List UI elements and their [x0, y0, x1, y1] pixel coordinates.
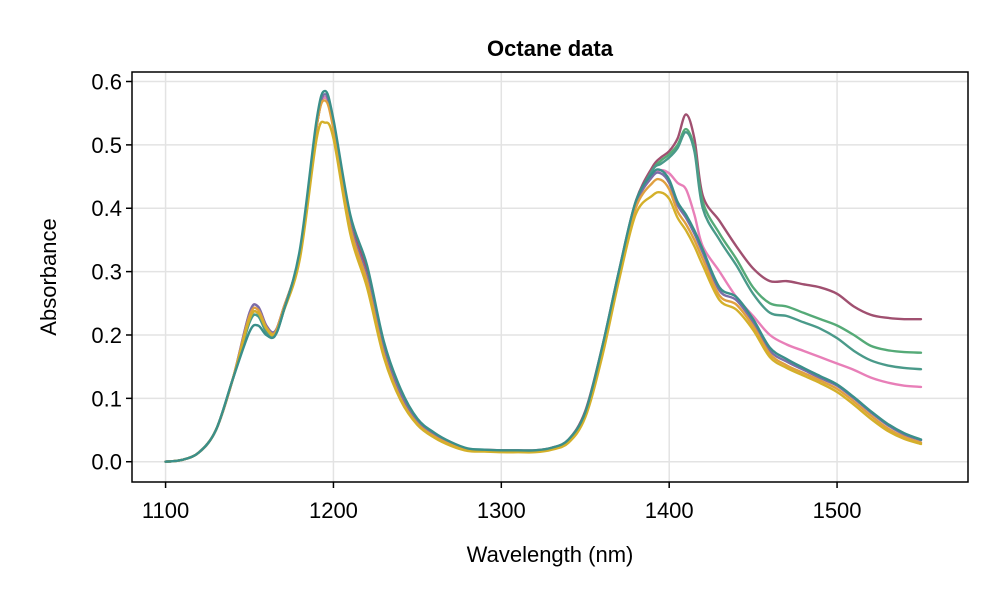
x-tick-label: 1200: [309, 498, 358, 523]
x-tick-label: 1300: [477, 498, 526, 523]
y-tick-label: 0.3: [91, 260, 122, 285]
x-tick-label: 1100: [142, 498, 189, 523]
x-axis-title: Wavelength (nm): [467, 542, 634, 567]
x-tick-label: 1400: [645, 498, 694, 523]
x-tick-label: 1500: [813, 498, 862, 523]
series-line-8: [164, 89, 923, 463]
y-tick-label: 0.4: [91, 196, 122, 221]
chart-title: Octane data: [487, 36, 614, 61]
y-tick-label: 0.0: [91, 450, 122, 475]
y-tick-label: 0.1: [91, 386, 122, 411]
y-tick-label: 0.6: [91, 70, 122, 95]
y-axis: 0.0 0.1 0.2 0.3 0.4 0.5 0.6: [91, 70, 132, 475]
x-axis: 1100 1200 1300 1400 1500: [142, 482, 862, 523]
series-lines: [164, 89, 923, 463]
y-tick-label: 0.2: [91, 323, 122, 348]
plot-frame: [131, 71, 969, 483]
y-tick-label: 0.5: [91, 133, 122, 158]
y-axis-title: Absorbance: [36, 218, 61, 335]
